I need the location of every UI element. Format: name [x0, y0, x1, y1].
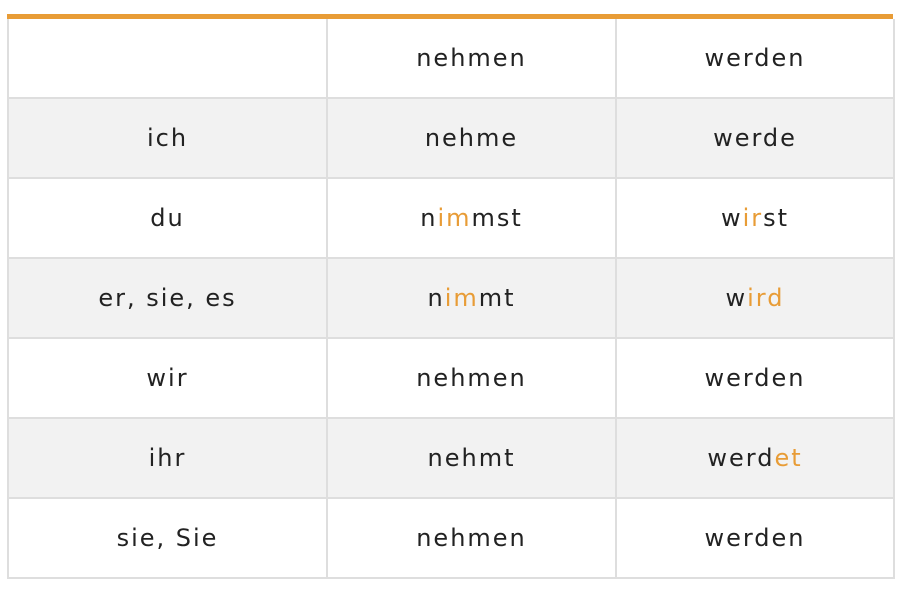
highlighted-segment: et [774, 444, 803, 472]
text-segment: st [763, 204, 790, 232]
text-segment: mt [478, 284, 516, 312]
header-row: nehmen werden [7, 19, 895, 99]
nehmen-cell: nehmt [326, 417, 617, 499]
highlighted-segment: im [444, 284, 479, 312]
nehmen-cell: nimmt [326, 257, 617, 339]
text-segment: nehmen [416, 364, 527, 392]
header-cell-empty [7, 19, 328, 99]
werden-cell: werde [615, 97, 895, 179]
werden-cell: wirst [615, 177, 895, 259]
conjugation-table: nehmen werden ich nehme werde du nimmst wirst… [7, 19, 895, 579]
text-segment: w [725, 284, 748, 312]
nehmen-cell: nehmen [326, 337, 617, 419]
text-segment: nehme [424, 124, 519, 152]
table-row: wir nehmen werden [7, 337, 895, 419]
nehmen-cell: nimmst [326, 177, 617, 259]
pronoun-cell: wir [7, 337, 328, 419]
werden-cell: werden [615, 337, 895, 419]
text-segment: werden [704, 524, 806, 552]
werden-cell: werdet [615, 417, 895, 499]
text-segment: w [720, 204, 743, 232]
text-segment: nehmt [427, 444, 516, 472]
nehmen-cell: nehmen [326, 497, 617, 579]
table-row: sie, Sie nehmen werden [7, 497, 895, 579]
text-segment: mst [471, 204, 523, 232]
highlighted-segment: ird [747, 284, 785, 312]
table-row: ihr nehmt werdet [7, 417, 895, 499]
table-row: er, sie, es nimmt wird [7, 257, 895, 339]
text-segment: nehmen [416, 524, 527, 552]
nehmen-cell: nehme [326, 97, 617, 179]
header-cell-werden: werden [615, 19, 895, 99]
werden-cell: werden [615, 497, 895, 579]
conjugation-table-container: nehmen werden ich nehme werde du nimmst wirst… [7, 14, 895, 579]
highlighted-segment: ir [742, 204, 764, 232]
text-segment: werde [713, 124, 797, 152]
table-row: du nimmst wirst [7, 177, 895, 259]
pronoun-cell: ich [7, 97, 328, 179]
text-segment: werden [704, 364, 806, 392]
pronoun-cell: er, sie, es [7, 257, 328, 339]
pronoun-cell: ihr [7, 417, 328, 499]
pronoun-cell: du [7, 177, 328, 259]
werden-cell: wird [615, 257, 895, 339]
text-segment: werd [707, 444, 775, 472]
table-row: ich nehme werde [7, 97, 895, 179]
highlighted-segment: im [437, 204, 472, 232]
header-cell-nehmen: nehmen [326, 19, 617, 99]
text-segment: n [420, 204, 438, 232]
pronoun-cell: sie, Sie [7, 497, 328, 579]
text-segment: n [427, 284, 445, 312]
